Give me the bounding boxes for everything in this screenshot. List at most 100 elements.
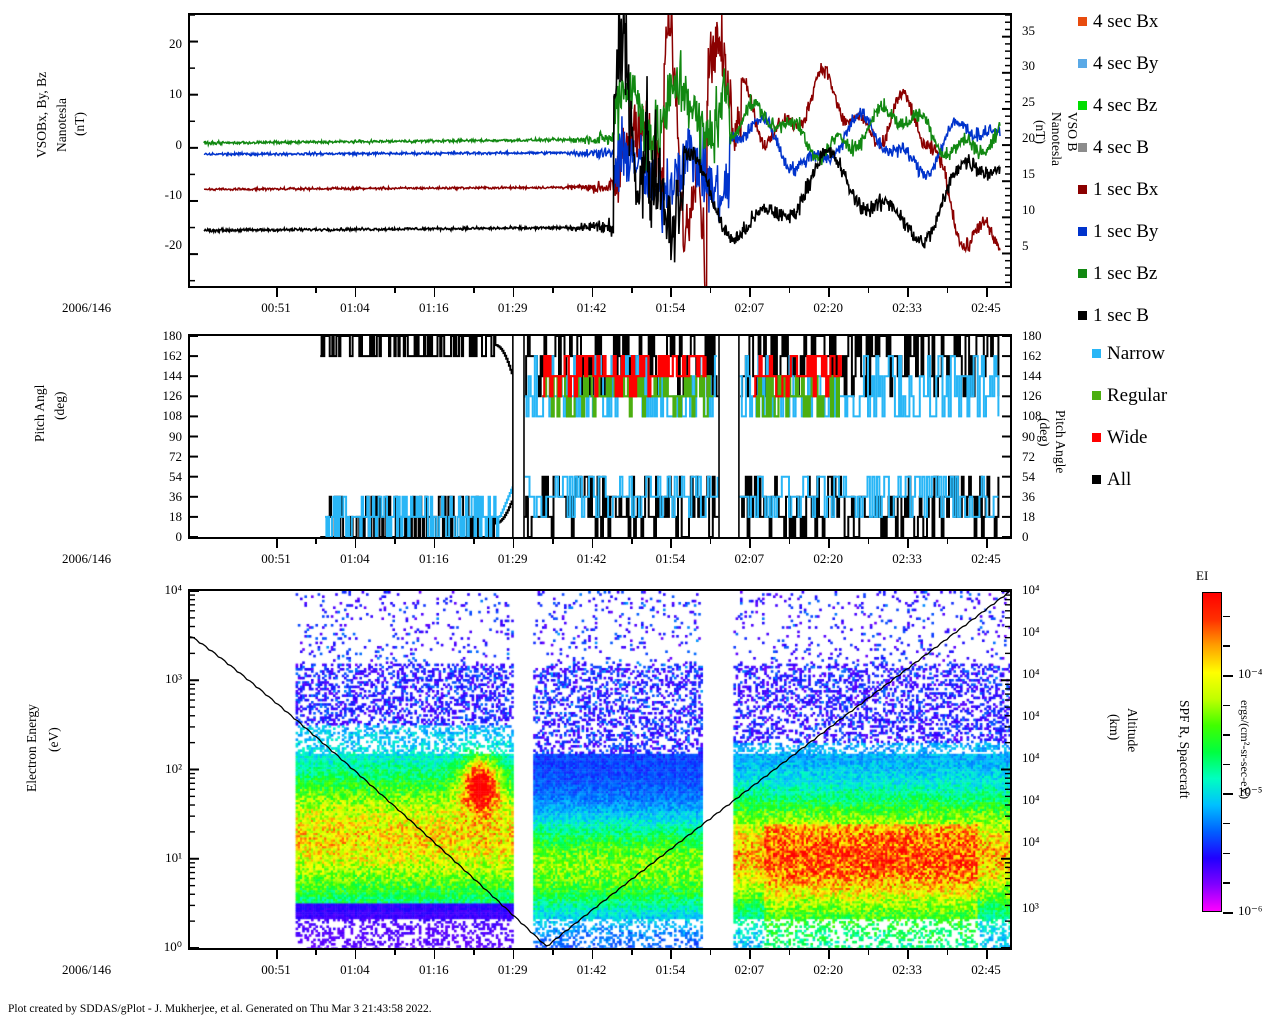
electron-spectrogram-plot-area (190, 591, 1010, 948)
ytick-label: 10⁴ (164, 582, 182, 597)
data-gap (512, 336, 524, 537)
legend-item-1-sec-bz[interactable]: 1 sec Bz (1078, 262, 1157, 285)
xtick-mark (354, 539, 357, 548)
legend-swatch-icon (1092, 391, 1101, 401)
legend-swatch-icon (1092, 433, 1101, 443)
legend-item-1-sec-by[interactable]: 1 sec By (1078, 220, 1158, 243)
xtick-minor (315, 288, 317, 293)
right-ytick-label: 90 (1022, 428, 1035, 444)
spacecraft-altitude-line (190, 591, 1010, 947)
ytick-label: 36 (169, 488, 182, 504)
xtick-label: 01:54 (655, 551, 686, 566)
legend-label: 4 sec By (1093, 52, 1159, 74)
top-ytick-2: 0 (175, 137, 183, 152)
pitch-angle-plot-area (190, 336, 1010, 537)
top-rytick-0: 35 (1022, 23, 1035, 38)
xtick-mark (512, 950, 515, 959)
pitch-step-trace (542, 355, 707, 398)
legend-swatch-icon (1078, 143, 1087, 153)
series-line (203, 15, 1001, 263)
legend-item-4-sec-bz[interactable]: 4 sec Bz (1078, 94, 1157, 117)
ytick-label: 10³ (165, 671, 182, 687)
top-rytick-1: 30 (1022, 58, 1035, 73)
xtick-minor (867, 950, 870, 955)
xtick-mark (512, 539, 515, 548)
xtick-minor (473, 539, 475, 544)
top-date-label: 2006/146 (62, 300, 112, 315)
right-ytick-label: 126 (1022, 388, 1042, 404)
legend-item-wide[interactable]: Wide (1092, 426, 1147, 449)
legend-label: Narrow (1107, 342, 1166, 364)
colorbar-title: EI (1196, 568, 1209, 583)
pitch-step-trace (524, 475, 719, 518)
xtick-label: 01:16 (418, 551, 449, 566)
xtick-mark (670, 539, 672, 548)
series-line (203, 15, 1001, 286)
legend-item-narrow[interactable]: Narrow (1092, 342, 1165, 365)
xtick-label: 00:51 (261, 300, 291, 315)
xtick-mark (749, 950, 751, 959)
colorbar-tick-minor (1223, 882, 1230, 884)
right-ytick-label: 36 (1022, 488, 1035, 504)
xtick-label: 01:16 (418, 300, 449, 315)
legend-label: All (1107, 468, 1132, 490)
xtick-minor (394, 950, 396, 955)
legend-swatch-icon (1078, 17, 1087, 27)
legend-item-4-sec-by[interactable]: 4 sec By (1078, 52, 1158, 75)
legend-item-4-sec-b[interactable]: 4 sec B (1078, 136, 1149, 159)
xtick-minor (552, 539, 554, 544)
right-ytick-label: 10³ (1022, 900, 1039, 915)
ytick-label: 0 (175, 529, 183, 544)
right-ytick-label: 0 (1022, 529, 1029, 544)
xtick-label: 01:29 (497, 962, 528, 977)
xtick-label: 00:51 (261, 551, 291, 566)
xtick-minor (946, 288, 949, 293)
colorbar-tick-minor (1223, 645, 1230, 647)
xtick-mark (828, 288, 830, 297)
xtick-minor (709, 288, 712, 293)
series-line (203, 50, 1001, 171)
pitch-step-trace (320, 495, 513, 537)
xtick-label: 02:20 (813, 300, 844, 315)
top-ytick-4: -20 (164, 237, 182, 252)
legend-item-1-sec-bx[interactable]: 1 sec Bx (1078, 178, 1158, 201)
legend-item-4-sec-bx[interactable]: 4 sec Bx (1078, 10, 1158, 33)
xtick-mark (276, 288, 278, 297)
xtick-minor (867, 539, 870, 544)
xtick-label: 01:04 (340, 962, 370, 977)
top-ylabel-line2: Nanotesla (54, 98, 69, 152)
top-ylabel-line1: VSOBx, By, Bz (34, 71, 49, 158)
top-ytick-0: 20 (169, 36, 182, 51)
right-ytick-label: 10⁴ (1022, 624, 1040, 639)
xtick-minor (315, 539, 317, 544)
xtick-label: 02:20 (813, 551, 844, 566)
xtick-label: 01:42 (576, 300, 607, 315)
legend-item-regular[interactable]: Regular (1092, 384, 1167, 407)
right-ytick-label: 180 (1022, 328, 1042, 343)
legend-item-all[interactable]: All (1092, 468, 1131, 491)
colorbar-tick-minor (1223, 912, 1230, 914)
legend-swatch-icon (1092, 349, 1101, 359)
xtick-label: 01:04 (340, 551, 370, 566)
legend-item-1-sec-b[interactable]: 1 sec B (1078, 304, 1149, 327)
colorbar-tick-label: 10⁻⁶ (1238, 903, 1263, 918)
legend-label: 4 sec Bz (1093, 94, 1158, 116)
bot-rylabel-line1: SPF R, Spacecraft (1177, 700, 1192, 799)
colorbar-tick-minor (1223, 793, 1230, 795)
pitch-step-trace (320, 336, 513, 375)
right-ytick-label: 10⁴ (1022, 708, 1040, 723)
legend-label: 1 sec Bx (1093, 178, 1159, 200)
colorbar (1202, 592, 1222, 912)
xtick-minor (788, 950, 791, 955)
legend-swatch-icon (1078, 227, 1087, 237)
top-ylabel-line3: (nT) (72, 112, 87, 136)
xtick-label: 02:33 (892, 551, 922, 566)
legend-label: 1 sec B (1093, 304, 1149, 326)
xtick-mark (276, 539, 278, 548)
ytick-label: 144 (162, 368, 183, 384)
mid-rylabel-line1: Pitch Angle (1053, 410, 1068, 474)
top-ytick-1: 10 (169, 86, 182, 101)
bottom-date-label: 2006/146 (62, 962, 112, 977)
xtick-label: 01:42 (576, 962, 607, 977)
legend-label: 1 sec Bz (1093, 262, 1158, 284)
